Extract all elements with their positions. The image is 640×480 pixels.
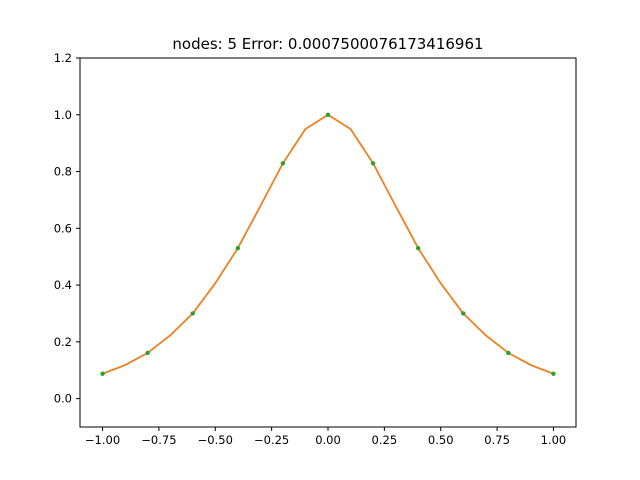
x-tick-label: −1.00: [85, 433, 120, 447]
data-point: [370, 161, 376, 166]
y-tick-label: 0.4: [54, 278, 72, 292]
series-line-1: [102, 113, 554, 375]
y-axis: 0.0 0.2 0.4 0.6 0.8 1.0 1.2: [54, 51, 80, 406]
data-point: [145, 350, 150, 356]
data-point: [461, 311, 466, 316]
y-tick-label: 1.0: [54, 108, 72, 122]
y-tick-label: 0.0: [54, 392, 72, 406]
y-tick-label: 1.2: [54, 51, 72, 65]
data-point: [551, 371, 556, 376]
x-tick-label: 0.75: [484, 433, 510, 447]
x-axis: −1.00 −0.75 −0.50 −0.25 0.00 0.25 0.50 0.75 1.00: [85, 427, 566, 447]
plot-points: [100, 112, 556, 376]
chart-title: nodes: 5 Error: 0.0007500076173416961: [172, 35, 483, 53]
x-tick-label: −0.25: [254, 433, 289, 447]
data-point: [190, 311, 195, 316]
y-tick-label: 0.2: [54, 335, 72, 349]
data-point: [415, 245, 421, 251]
x-tick-label: 0.50: [428, 433, 454, 447]
y-tick-label: 0.6: [54, 221, 72, 235]
data-point: [506, 350, 511, 356]
data-point: [235, 245, 241, 251]
data-point: [325, 112, 331, 117]
y-tick-label: 0.8: [54, 165, 72, 179]
plot-lines: [102, 113, 554, 375]
x-tick-label: 1.00: [541, 433, 567, 447]
x-tick-label: 0.25: [372, 433, 398, 447]
x-tick-label: 0.00: [315, 433, 341, 447]
data-point: [280, 161, 286, 166]
x-tick-label: −0.75: [141, 433, 176, 447]
x-tick-label: −0.50: [198, 433, 233, 447]
data-point: [100, 371, 105, 376]
